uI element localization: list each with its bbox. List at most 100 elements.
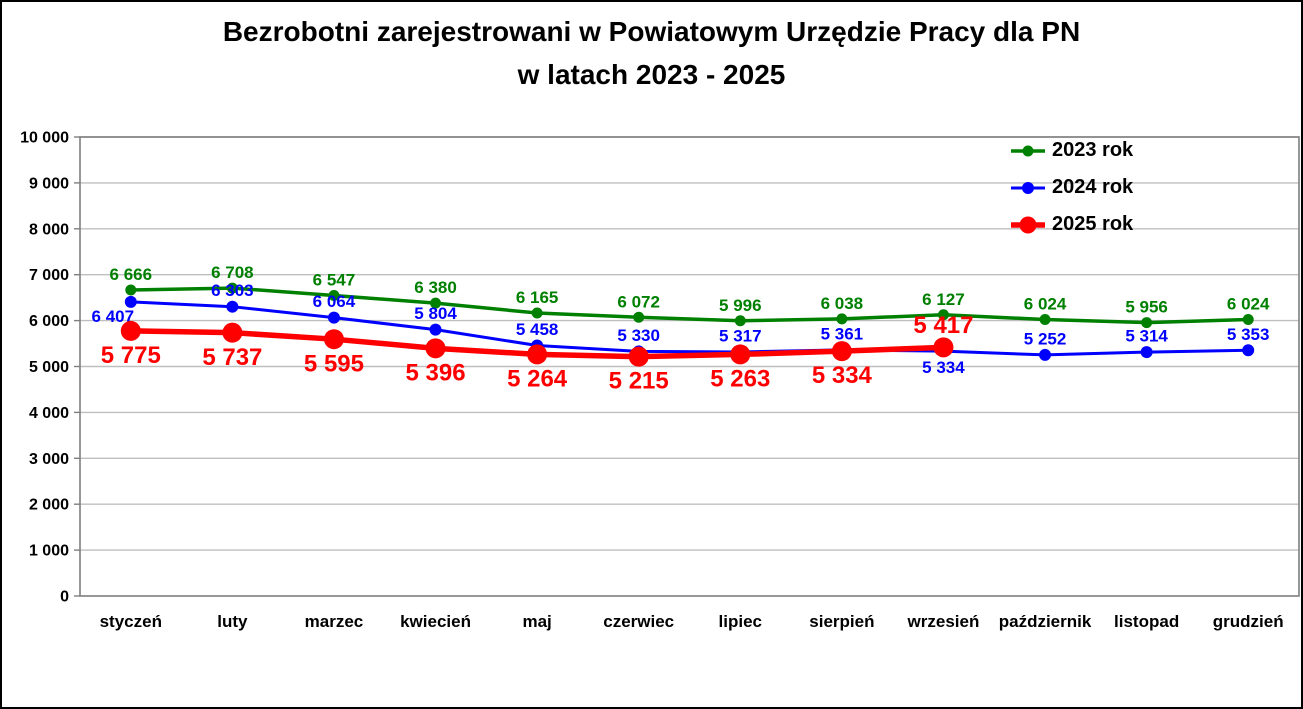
x-axis-label: styczeń xyxy=(100,612,162,631)
data-label: 5 361 xyxy=(821,324,864,343)
y-axis-label: 6 000 xyxy=(29,313,69,330)
x-axis-label: marzec xyxy=(305,612,364,631)
data-label: 6 708 xyxy=(211,263,254,282)
data-label: 6 024 xyxy=(1024,294,1067,313)
data-point xyxy=(425,338,446,359)
plot-border xyxy=(79,136,1300,597)
data-point xyxy=(734,315,746,327)
x-axis-label: lipiec xyxy=(719,612,762,631)
chart-title: Bezrobotni zarejestrowani w Powiatowym U… xyxy=(2,10,1301,96)
data-label: 6 072 xyxy=(617,292,660,311)
data-point xyxy=(327,311,340,324)
data-point xyxy=(1039,313,1051,325)
data-label: 5 595 xyxy=(304,350,364,377)
x-axis-label: sierpień xyxy=(809,612,874,631)
data-label: 6 165 xyxy=(516,288,559,307)
data-point xyxy=(125,284,137,296)
data-point xyxy=(933,337,954,358)
legend-label: 2024 rok xyxy=(1052,176,1134,198)
x-axis-label: czerwiec xyxy=(603,612,674,631)
data-point xyxy=(429,323,442,336)
data-point xyxy=(120,320,141,341)
data-point xyxy=(430,297,442,309)
x-axis-label: październik xyxy=(999,612,1092,631)
data-point xyxy=(531,307,543,319)
data-point xyxy=(226,300,239,313)
data-label: 6 064 xyxy=(313,292,356,311)
chart-title-line2: w latach 2023 - 2025 xyxy=(517,59,786,90)
y-axis-label: 7 000 xyxy=(29,267,69,284)
data-label: 5 330 xyxy=(617,326,660,345)
chart-title-line1: Bezrobotni zarejestrowani w Powiatowym U… xyxy=(222,16,1081,47)
data-label: 5 956 xyxy=(1125,298,1168,317)
data-label: 5 252 xyxy=(1024,329,1067,348)
data-label: 5 215 xyxy=(609,368,669,395)
x-axis-label: wrzesień xyxy=(907,612,980,631)
data-point xyxy=(1242,344,1255,357)
series-line-2024-rok xyxy=(130,300,1249,357)
data-point xyxy=(124,295,137,308)
legend-label: 2023 rok xyxy=(1052,139,1134,161)
y-axis-label: 9 000 xyxy=(29,175,69,192)
data-label: 6 547 xyxy=(313,270,356,289)
x-axis-label: luty xyxy=(217,612,248,631)
x-axis-label: listopad xyxy=(1114,612,1179,631)
data-label: 6 038 xyxy=(821,294,864,313)
data-point xyxy=(527,344,548,365)
y-axis-label: 1 000 xyxy=(29,543,69,560)
data-point xyxy=(836,313,848,325)
data-label: 6 127 xyxy=(922,290,965,309)
data-label: 5 396 xyxy=(406,359,466,386)
data-point xyxy=(628,346,649,367)
data-label: 5 353 xyxy=(1227,325,1270,344)
data-label: 5 458 xyxy=(516,320,559,339)
x-axis-label: kwiecień xyxy=(400,612,471,631)
data-point xyxy=(226,282,238,294)
data-label: 5 263 xyxy=(710,366,770,393)
legend-label: 2025 rok xyxy=(1052,213,1134,235)
y-axis-label: 4 000 xyxy=(29,405,69,422)
legend: 2023 rok 2024 rok 2025 rok xyxy=(1010,132,1133,243)
legend-item-2024: 2024 rok xyxy=(1010,169,1133,206)
legend-marker-icon xyxy=(1011,216,1045,233)
y-axis-label: 2 000 xyxy=(29,497,69,514)
y-axis-label: 8 000 xyxy=(29,221,69,238)
data-label: 5 264 xyxy=(507,365,568,392)
legend-marker-icon xyxy=(1011,181,1045,194)
data-label: 6 024 xyxy=(1227,294,1270,313)
data-point xyxy=(1039,348,1052,361)
y-axis-label: 3 000 xyxy=(29,451,69,468)
data-point xyxy=(323,329,344,350)
data-label: 6 407 xyxy=(92,307,135,326)
data-label: 5 775 xyxy=(101,342,161,369)
legend-item-2023: 2023 rok xyxy=(1010,132,1133,169)
legend-marker-icon xyxy=(1011,145,1045,156)
data-label: 6 666 xyxy=(110,265,153,284)
data-point xyxy=(730,344,751,365)
data-point xyxy=(831,341,852,362)
data-label: 5 317 xyxy=(719,326,762,345)
x-axis-label: maj xyxy=(522,612,551,631)
data-label: 5 804 xyxy=(414,304,457,323)
data-label: 5 417 xyxy=(913,312,973,339)
data-point xyxy=(937,309,949,321)
legend-item-2025: 2025 rok xyxy=(1010,206,1133,243)
data-label: 5 314 xyxy=(1125,327,1168,346)
data-label: 6 303 xyxy=(211,281,254,300)
data-label: 6 380 xyxy=(414,278,457,297)
data-point xyxy=(328,289,340,301)
series-line-2023-rok xyxy=(130,286,1249,325)
data-point xyxy=(1141,317,1153,329)
y-axis-label: 0 xyxy=(60,589,69,606)
data-label: 5 996 xyxy=(719,296,762,315)
y-axis-label: 10 000 xyxy=(20,130,69,147)
x-axis-label: grudzień xyxy=(1213,612,1284,631)
data-label: 5 334 xyxy=(922,358,965,377)
data-label: 5 737 xyxy=(202,344,262,371)
data-point xyxy=(1140,346,1153,359)
data-point xyxy=(1242,313,1254,325)
data-point xyxy=(633,311,645,323)
y-axis-label: 5 000 xyxy=(29,359,69,376)
